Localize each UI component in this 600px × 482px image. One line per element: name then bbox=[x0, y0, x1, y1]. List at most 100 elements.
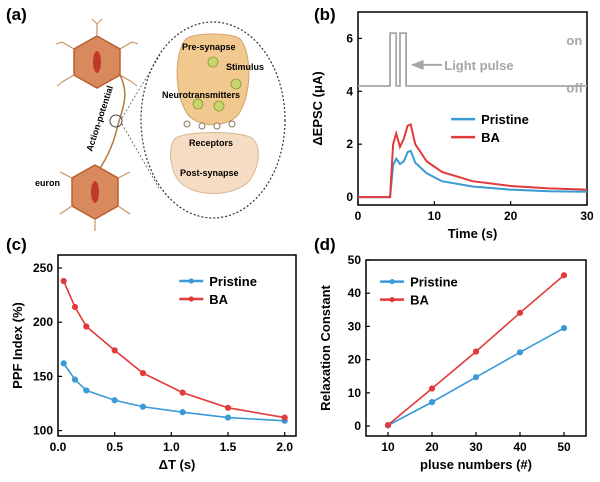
light-pulse-arrow-head bbox=[410, 59, 424, 70]
x-tick-label: 0.5 bbox=[106, 440, 123, 454]
panel-label-c: (c) bbox=[6, 235, 27, 254]
stimulus-label: Stimulus bbox=[226, 62, 264, 72]
upper-neuron-branches bbox=[55, 18, 139, 87]
y-tick-label: 0 bbox=[346, 190, 353, 204]
x-tick-label: 10 bbox=[428, 209, 442, 223]
neuron-synapse-diagram: Pre-synapse Stimulus Neurotransmitters R… bbox=[35, 18, 286, 231]
zoom-line-bottom bbox=[121, 123, 161, 191]
vesicle bbox=[192, 98, 204, 110]
axon bbox=[95, 74, 126, 176]
y-tick-label: 10 bbox=[348, 386, 362, 400]
vesicles bbox=[192, 56, 242, 112]
data-point-pristine bbox=[83, 387, 90, 394]
data-point-pristine bbox=[179, 409, 186, 416]
legend-marker-pristine bbox=[389, 278, 395, 285]
data-point-ba bbox=[139, 370, 147, 377]
x-tick-label: 30 bbox=[580, 209, 594, 223]
y-tick-label: 4 bbox=[346, 84, 353, 98]
legend-label-ba: BA bbox=[481, 130, 500, 145]
pulse-on-label: on bbox=[566, 33, 582, 48]
x-axis-title: pluse numbers (#) bbox=[420, 457, 532, 472]
lower-neuron-nucleus bbox=[91, 181, 99, 203]
synapse-zoom-ellipse bbox=[140, 21, 286, 219]
post-synapse-label: Post-synapse bbox=[180, 168, 239, 178]
y-tick-label: 150 bbox=[33, 369, 53, 383]
vesicle bbox=[207, 56, 219, 68]
y-tick-label: 2 bbox=[346, 137, 353, 151]
data-point-ba bbox=[179, 389, 186, 396]
y-axis-title: ΔEPSC (μA) bbox=[310, 71, 325, 145]
lower-neuron-dendrites bbox=[59, 171, 131, 231]
y-tick-label: 50 bbox=[348, 253, 362, 267]
data-point-pristine bbox=[60, 360, 67, 367]
data-point-ba bbox=[428, 385, 436, 392]
x-tick-label: 2.0 bbox=[276, 440, 293, 454]
vesicle bbox=[213, 100, 225, 112]
upper-neuron bbox=[55, 18, 139, 89]
chart-d: 10 20 30 40 50 0 10 20 30 40 50 pluse numbers (#) Re… bbox=[318, 253, 587, 472]
x-tick-label: 0.0 bbox=[50, 440, 67, 454]
data-point-pristine bbox=[560, 324, 568, 332]
data-point-pristine bbox=[139, 403, 147, 410]
data-point-ba bbox=[83, 323, 90, 330]
legend-label-pristine: Pristine bbox=[410, 275, 458, 290]
receptors-row bbox=[183, 120, 236, 130]
post-synapse-terminal bbox=[170, 132, 259, 194]
data-point-ba bbox=[71, 303, 79, 311]
y-tick-label: 30 bbox=[348, 319, 362, 333]
x-tick-label: 0 bbox=[355, 209, 362, 223]
upper-neuron-nucleus bbox=[93, 51, 101, 73]
y-tick-label: 100 bbox=[33, 424, 53, 438]
legend-marker-pristine bbox=[188, 278, 194, 284]
series-line-pristine bbox=[358, 149, 588, 199]
y-tick-label: 0 bbox=[354, 419, 361, 433]
y-axis-title: Relaxation Constant bbox=[318, 284, 333, 410]
pre-synapse-label: Pre-synapse bbox=[182, 42, 236, 52]
neuron-label: euron bbox=[35, 178, 60, 188]
data-point-pristine bbox=[516, 349, 524, 356]
data-point-ba bbox=[281, 414, 288, 421]
receptor bbox=[213, 122, 221, 130]
chart-c: 0.0 0.5 1.0 1.5 2.0 100 150 200 250 ΔT (s) PPF Ind… bbox=[10, 254, 297, 472]
x-axis-title: Time (s) bbox=[448, 226, 498, 241]
plot-frame bbox=[357, 11, 588, 206]
chart-b: 0 10 20 30 0 2 4 6 Time (s) ΔEPSC (μA) on off Light … bbox=[310, 11, 594, 241]
y-tick-label: 6 bbox=[346, 31, 353, 45]
plot-frame bbox=[365, 259, 587, 437]
data-point-pristine bbox=[428, 399, 436, 406]
data-point-ba bbox=[60, 277, 67, 285]
series-line-ba bbox=[62, 280, 285, 419]
data-point-pristine bbox=[111, 397, 118, 404]
data-point-pristine bbox=[224, 414, 232, 421]
data-point-ba bbox=[472, 348, 480, 355]
receptors-label: Receptors bbox=[189, 138, 233, 148]
series-line-ba bbox=[358, 122, 588, 199]
x-tick-label: 40 bbox=[513, 440, 527, 454]
x-tick-label: 1.0 bbox=[163, 440, 180, 454]
legend-label-pristine: Pristine bbox=[481, 112, 529, 127]
y-tick-label: 200 bbox=[33, 315, 53, 329]
x-tick-label: 20 bbox=[425, 440, 439, 454]
legend-label-pristine: Pristine bbox=[209, 274, 257, 289]
vesicle bbox=[230, 78, 242, 90]
panel-label-d: (d) bbox=[314, 235, 336, 254]
y-tick-label: 250 bbox=[33, 261, 53, 275]
plot-frame bbox=[57, 254, 297, 437]
panel-label-b: (b) bbox=[314, 5, 336, 24]
upper-neuron-dendrites bbox=[61, 24, 133, 83]
data-point-ba bbox=[111, 347, 118, 354]
receptor bbox=[228, 120, 236, 128]
x-axis-title: ΔT (s) bbox=[159, 457, 196, 472]
lower-neuron bbox=[59, 164, 131, 231]
x-tick-label: 20 bbox=[504, 209, 518, 223]
synapse-zoom-circle bbox=[109, 114, 123, 128]
y-tick-label: 20 bbox=[348, 353, 362, 367]
legend-marker-ba bbox=[188, 296, 194, 302]
y-axis-title: PPF Index (%) bbox=[10, 302, 25, 389]
legend-label-ba: BA bbox=[209, 292, 228, 307]
x-tick-label: 10 bbox=[381, 440, 395, 454]
receptor bbox=[183, 120, 191, 128]
neurotransmitters-label: Neurotransmitters bbox=[162, 90, 240, 100]
data-point-pristine bbox=[472, 374, 480, 381]
panel-label-a: (a) bbox=[6, 5, 27, 24]
